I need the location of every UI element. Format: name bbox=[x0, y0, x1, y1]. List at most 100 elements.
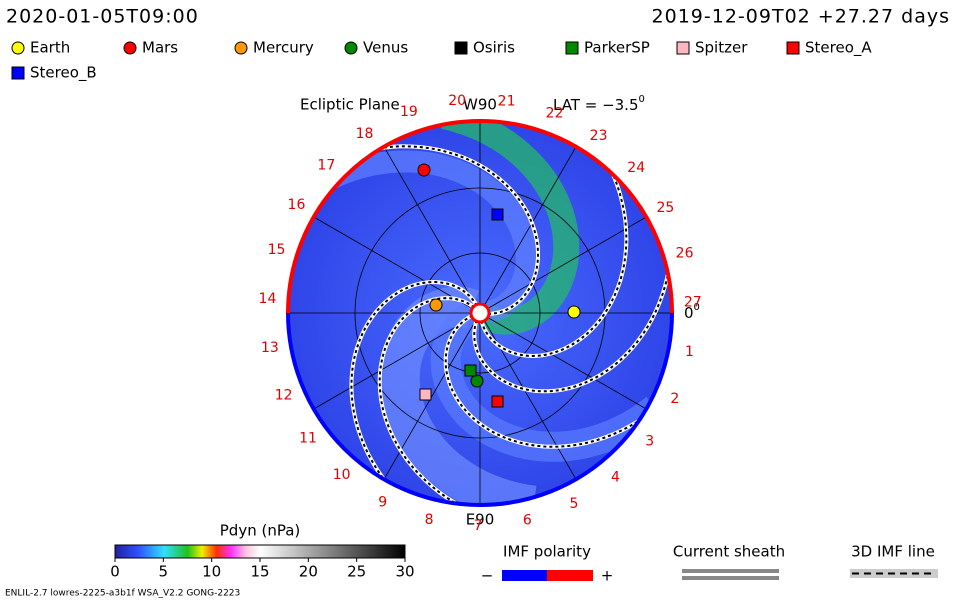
rotation-label: 26 bbox=[676, 246, 694, 262]
rotation-label: 4 bbox=[611, 469, 620, 485]
colorbar bbox=[114, 544, 406, 559]
grid-spoke bbox=[313, 312, 481, 410]
legend-label: Osiris bbox=[473, 39, 515, 57]
plot-title: Ecliptic Plane bbox=[300, 96, 400, 114]
footer: ENLIL-2.7 lowres-2225-a3b1f WSA_V2.2 GON… bbox=[5, 589, 240, 599]
grid-spoke bbox=[479, 216, 647, 314]
grid-spoke bbox=[479, 312, 647, 410]
colorbar-tick-label: 25 bbox=[347, 563, 366, 581]
rotation-label: 2 bbox=[670, 391, 679, 407]
legend-label: Mars bbox=[142, 39, 178, 57]
imf-negative bbox=[502, 570, 547, 581]
run-start: 2019-12-09T02 +27.27 days bbox=[652, 6, 950, 28]
imf-line-dash bbox=[378, 297, 475, 505]
colorbar-tick-label: 30 bbox=[395, 563, 414, 581]
rotation-label: 14 bbox=[259, 291, 277, 307]
mercury bbox=[429, 298, 443, 312]
earth bbox=[567, 305, 581, 319]
rotation-label: 18 bbox=[356, 126, 374, 142]
zero-sup: 0 bbox=[694, 302, 700, 313]
imf-minus: − bbox=[481, 567, 494, 585]
legend-marker bbox=[565, 41, 579, 55]
rotation-label: 19 bbox=[400, 104, 418, 120]
rotation-label: 22 bbox=[546, 105, 564, 121]
density-band bbox=[328, 150, 538, 323]
lat-sup: 0 bbox=[639, 94, 645, 105]
rotation-label: 1 bbox=[685, 344, 694, 360]
rotation-label: 3 bbox=[645, 434, 654, 450]
legend-label: Stereo_B bbox=[30, 64, 97, 83]
rotation-label: 15 bbox=[268, 242, 286, 258]
imf-line-dash bbox=[444, 314, 657, 448]
colorbar-tick-label: 0 bbox=[110, 563, 120, 581]
stereo-b bbox=[491, 208, 504, 221]
bottom-label: E90 bbox=[466, 511, 495, 529]
mars bbox=[417, 163, 431, 177]
legend-marker bbox=[786, 41, 800, 55]
rotation-label: 24 bbox=[627, 160, 645, 176]
sheath-title: Current sheath bbox=[673, 543, 785, 561]
top-label: W90 bbox=[463, 96, 497, 114]
rim-bottom bbox=[286, 312, 674, 507]
zero-text: 0 bbox=[684, 304, 694, 322]
imf-line-dash bbox=[473, 253, 672, 393]
grid-spoke bbox=[383, 146, 481, 314]
imf-title: IMF polarity bbox=[503, 543, 591, 561]
rotation-label: 13 bbox=[261, 340, 279, 356]
sun bbox=[469, 302, 491, 324]
imf-plus: + bbox=[601, 567, 614, 585]
zero-label: 00 bbox=[684, 302, 700, 322]
rotation-label: 11 bbox=[299, 431, 317, 447]
legend-label: Mercury bbox=[253, 39, 314, 57]
legend-marker bbox=[676, 41, 690, 55]
imf-line-title: 3D IMF line bbox=[851, 543, 935, 561]
parker bbox=[464, 364, 477, 377]
legend-marker bbox=[11, 41, 25, 55]
rotation-label: 21 bbox=[498, 94, 516, 110]
rotation-label: 23 bbox=[590, 128, 608, 144]
legend-marker bbox=[123, 41, 137, 55]
legend-label: Venus bbox=[363, 39, 408, 57]
rotation-label: 16 bbox=[288, 197, 306, 213]
colorbar-tick-label: 15 bbox=[250, 563, 269, 581]
density-band bbox=[441, 121, 580, 335]
stereo-a bbox=[491, 395, 504, 408]
rotation-label: 25 bbox=[656, 200, 674, 216]
legend-label: Stereo_A bbox=[805, 39, 872, 58]
legend-marker bbox=[454, 41, 468, 55]
rotation-label: 9 bbox=[378, 495, 387, 511]
polar-plot bbox=[286, 119, 674, 507]
imf-line-dash bbox=[362, 145, 539, 315]
lat-text: LAT = −3.5 bbox=[553, 96, 639, 114]
rotation-label: 12 bbox=[275, 388, 293, 404]
rotation-label: 27 bbox=[684, 294, 702, 310]
legend-marker bbox=[344, 41, 358, 55]
legend-label: Earth bbox=[30, 39, 70, 57]
colorbar-tick-label: 20 bbox=[299, 563, 318, 581]
imf-positive bbox=[547, 570, 593, 581]
colorbar-title: Pdyn (nPa) bbox=[220, 522, 301, 540]
legend-label: Spitzer bbox=[695, 39, 748, 57]
rim-top bbox=[286, 119, 674, 314]
imf-line-dash bbox=[350, 280, 478, 496]
rotation-label: 20 bbox=[448, 93, 466, 109]
legend-label: ParkerSP bbox=[584, 39, 650, 57]
rotation-label: 5 bbox=[569, 496, 578, 512]
colorbar-tick-label: 5 bbox=[159, 563, 169, 581]
rotation-label: 10 bbox=[333, 467, 351, 483]
spitzer bbox=[419, 388, 432, 401]
lat-label: LAT = −3.50 bbox=[553, 94, 645, 114]
legend-marker bbox=[11, 66, 25, 80]
colorbar-tick-label: 10 bbox=[202, 563, 221, 581]
rotation-label: 17 bbox=[317, 157, 335, 173]
venus bbox=[470, 374, 484, 388]
grid-spoke bbox=[479, 146, 577, 314]
rotation-label: 8 bbox=[425, 512, 434, 528]
rotation-label: 6 bbox=[523, 513, 532, 529]
imf-line-dash bbox=[480, 155, 628, 358]
spirals bbox=[288, 121, 672, 505]
legend-marker bbox=[234, 41, 248, 55]
rotation-label: 7 bbox=[474, 518, 483, 534]
sim-time: 2020-01-05T09:00 bbox=[6, 6, 199, 28]
